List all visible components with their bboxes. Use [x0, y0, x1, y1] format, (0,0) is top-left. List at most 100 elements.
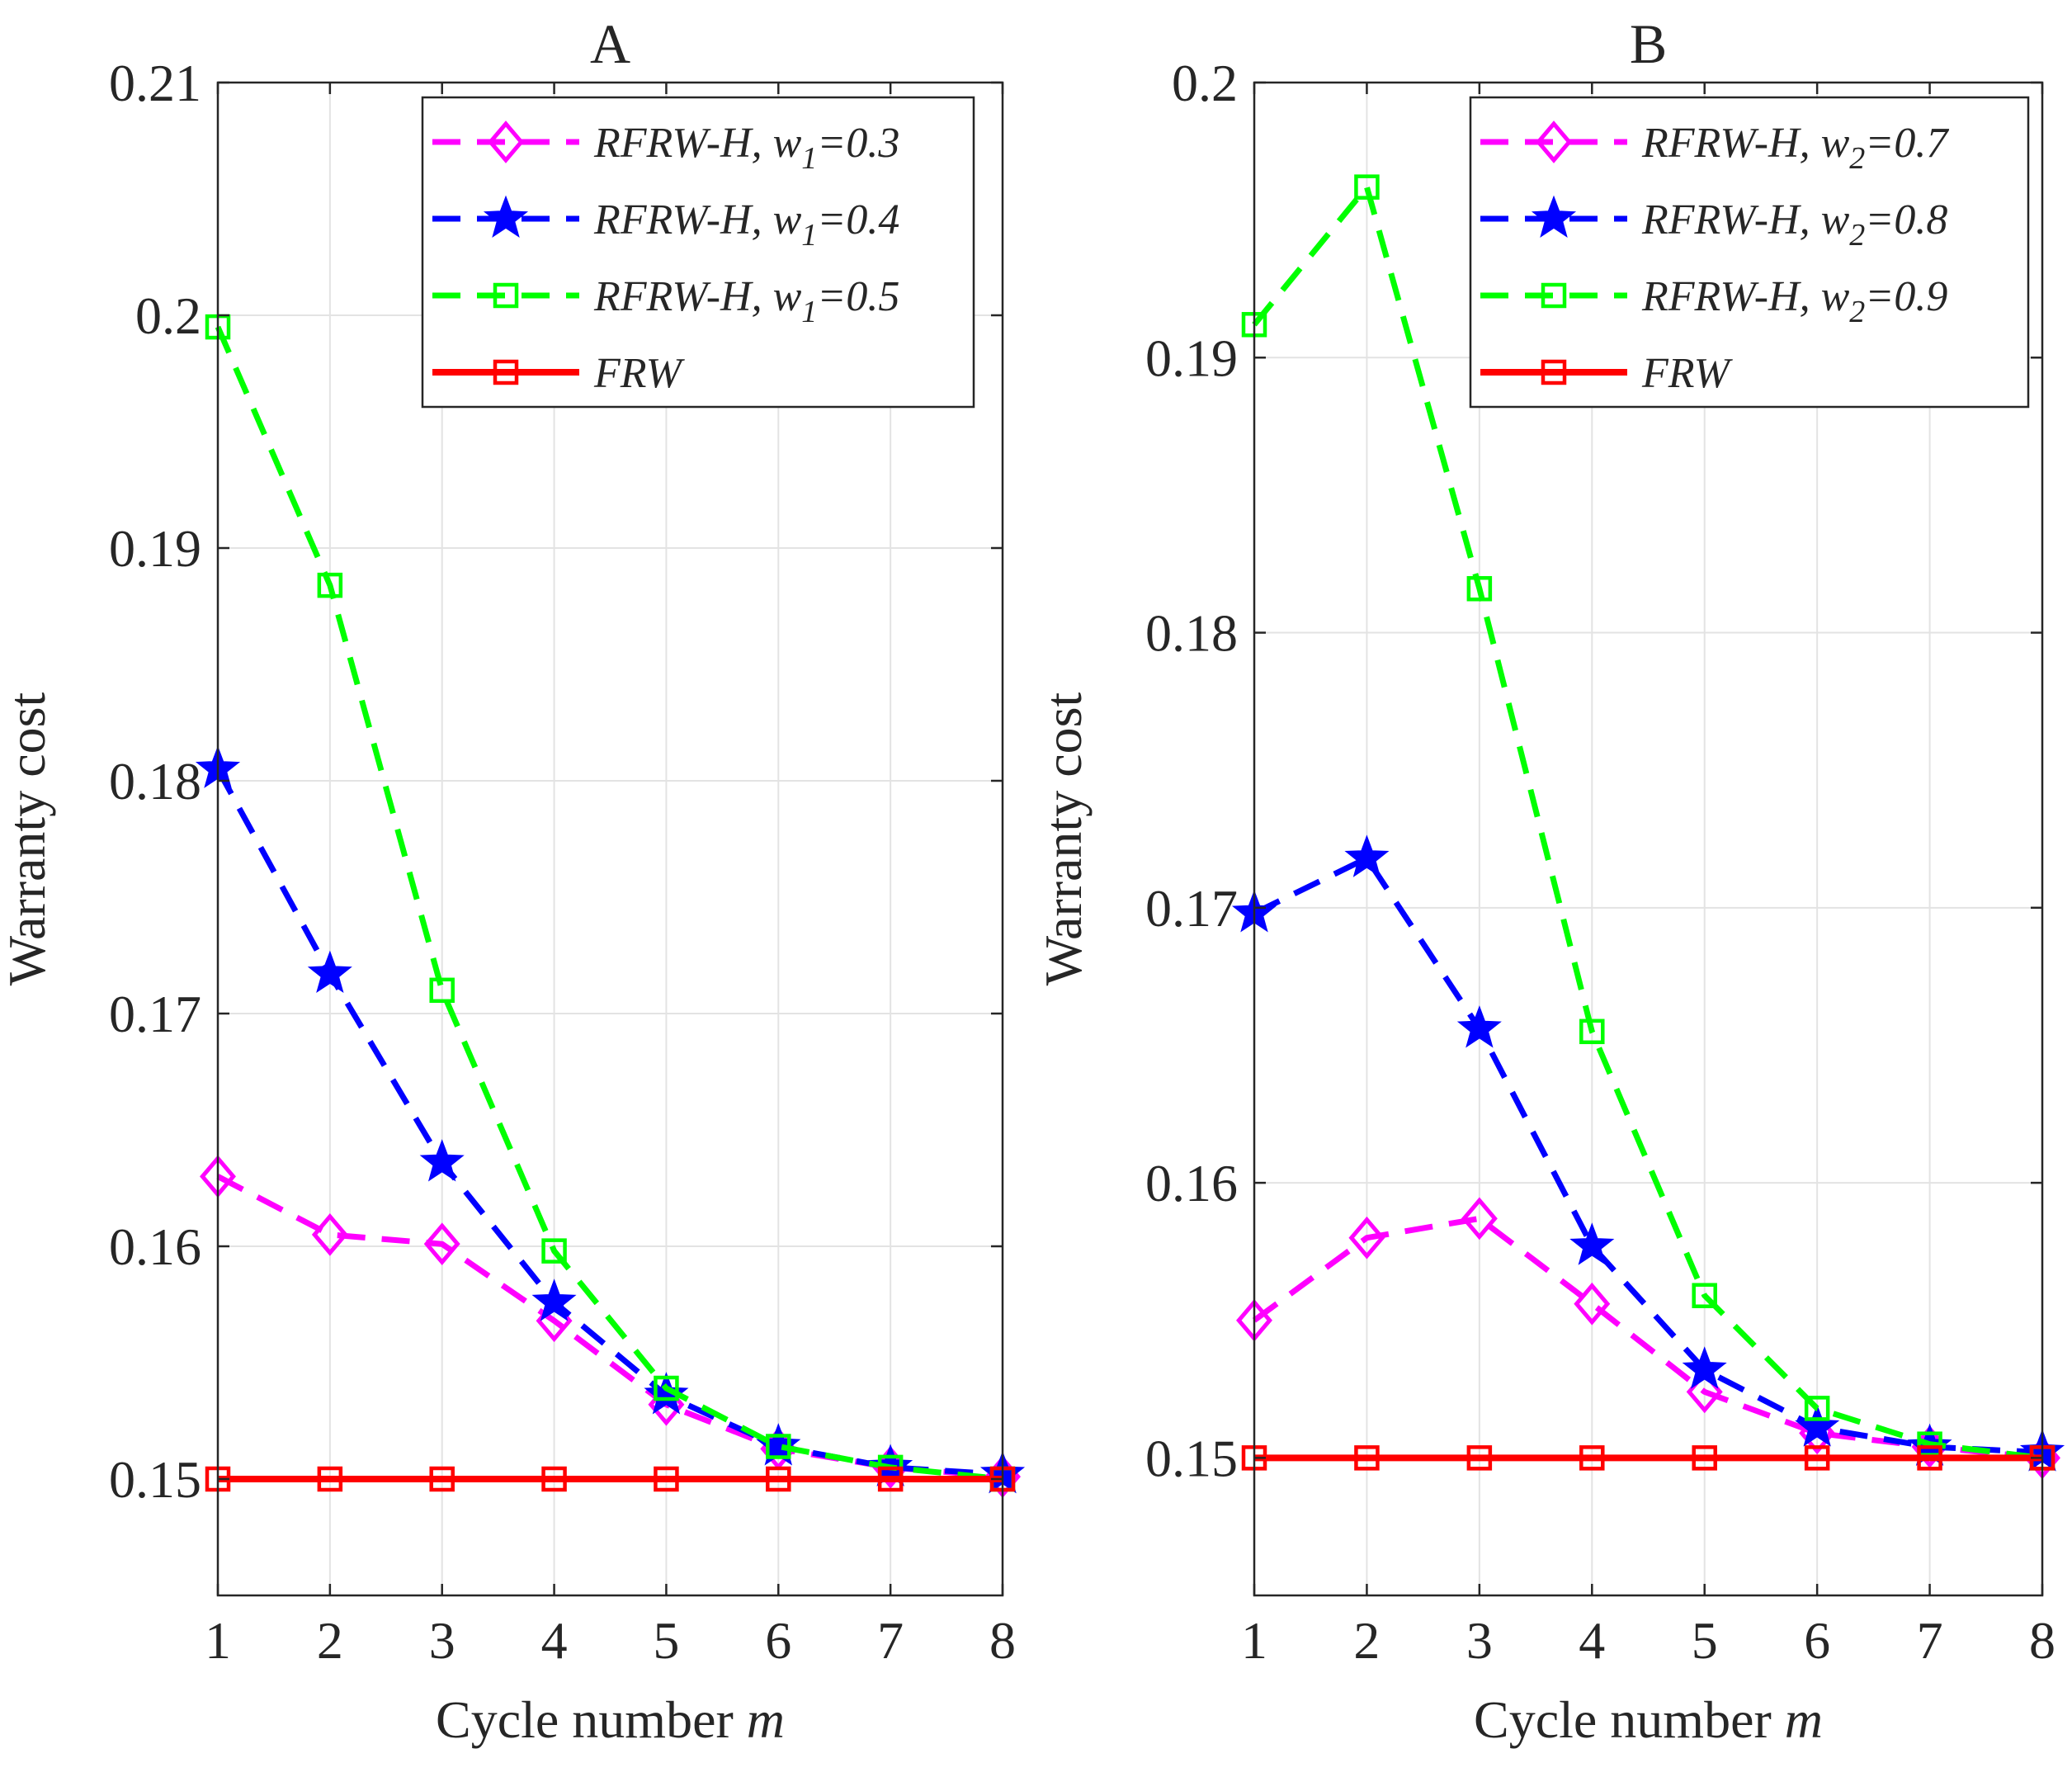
data-point: [1804, 1396, 1830, 1421]
y-tick-label: 0.21: [109, 54, 201, 112]
data-point: [1692, 1283, 1717, 1308]
data-point: [1466, 575, 1493, 602]
x-tick-label: 5: [1692, 1611, 1718, 1670]
legend-marker-sample: [1541, 359, 1567, 385]
data-point: [1917, 1445, 1942, 1471]
x-tick-label: 8: [989, 1611, 1016, 1670]
data-point: [1574, 1282, 1611, 1326]
data-point: [311, 1213, 348, 1256]
legend-marker-sample: [493, 282, 519, 309]
data-point: [877, 1466, 904, 1492]
y-tick-label: 0.16: [109, 1217, 201, 1276]
y-tick-label: 0.17: [109, 985, 201, 1043]
data-point: [1579, 1018, 1605, 1045]
legend-marker-sample: [493, 359, 519, 385]
legend: RFRW-H, w2=0.7 RFRW-H, w2=0.8 RFRW-H, w2=0…: [1469, 96, 2030, 409]
y-tick-label: 0.15: [109, 1450, 201, 1509]
legend: RFRW-H, w1=0.3 RFRW-H, w1=0.4 RFRW-H, w1=0…: [421, 96, 975, 409]
legend-label: RFRW-H, w2=0.9: [1641, 273, 1947, 329]
legend-entry: RFRW-H, w2=0.9: [1480, 273, 1947, 329]
x-tick-label: 8: [2029, 1611, 2055, 1670]
y-tick-label: 0.15: [1145, 1429, 1238, 1487]
series-rfrw-h-w1-0-5: [205, 314, 1016, 1492]
legend-label: FRW: [593, 350, 686, 397]
data-point: [644, 1372, 689, 1415]
legend-entry: FRW: [1480, 350, 1734, 397]
x-tick-label: 1: [1241, 1611, 1267, 1670]
legend-entry: RFRW-H, w2=0.7: [1480, 120, 1949, 176]
x-axis-label: Cycle number m: [1474, 1690, 1823, 1749]
series-line: [1253, 855, 2043, 1456]
data-point: [541, 1466, 567, 1492]
chart-panel-a: 1 2 3 4 5 6 7 8 0.15 0.16 0.17 0.18 0.19 0.2 0.21 A Cycl…: [0, 12, 1026, 1749]
legend-label: RFRW-H, w2=0.7: [1641, 120, 1949, 176]
data-point: [654, 1375, 679, 1401]
data-point: [1682, 1346, 1727, 1389]
legend-label: FRW: [1641, 350, 1734, 397]
data-point: [1569, 1222, 1615, 1265]
data-point: [1354, 1445, 1380, 1471]
x-tick-label: 4: [1579, 1611, 1605, 1670]
data-point: [419, 1139, 465, 1182]
legend-entry: RFRW-H, w2=0.8: [1480, 195, 1947, 253]
chart-title: B: [1630, 12, 1667, 75]
y-tick-label: 0.17: [1145, 879, 1238, 938]
series-line: [215, 325, 1003, 1482]
x-tick-label: 3: [1466, 1611, 1493, 1670]
x-tick-label: 3: [429, 1611, 455, 1670]
legend-label: RFRW-H, w2=0.8: [1641, 196, 1947, 253]
data-point: [1354, 174, 1380, 200]
x-tick-label: 2: [1353, 1611, 1380, 1670]
y-tick-label: 0.16: [1145, 1154, 1238, 1212]
data-point: [317, 1466, 343, 1492]
data-point: [1466, 1445, 1493, 1471]
x-tick-label: 6: [765, 1611, 791, 1670]
legend-entry: RFRW-H, w1=0.3: [432, 120, 899, 176]
legend-entry: RFRW-H, w1=0.4: [432, 195, 899, 253]
x-tick-label: 7: [1917, 1611, 1943, 1670]
data-point: [1456, 1005, 1502, 1048]
x-tick-label: 6: [1804, 1611, 1830, 1670]
y-axis-label: Warranty cost: [1034, 692, 1093, 985]
x-tick-label: 4: [541, 1611, 568, 1670]
data-point: [1795, 1404, 1840, 1447]
legend-marker-sample: [1536, 121, 1572, 163]
series-line: [1252, 1215, 2043, 1461]
data-point: [429, 1466, 455, 1492]
series-rfrw-h-w2-0-8: [1231, 834, 2065, 1472]
data-point: [1344, 834, 1390, 877]
series-line: [1252, 184, 2043, 1461]
data-point: [1692, 1445, 1717, 1471]
data-point: [531, 1278, 577, 1321]
legend-marker-sample: [488, 121, 524, 163]
chart-panel-b: 1 2 3 4 5 6 7 8 0.15 0.16 0.17 0.18 0.19 0.2 B Cycle nu…: [1034, 12, 2065, 1749]
data-point: [429, 977, 455, 1004]
data-point: [654, 1466, 679, 1492]
legend-entry: RFRW-H, w1=0.5: [432, 273, 899, 329]
legend-entry: FRW: [432, 350, 686, 397]
y-tick-label: 0.19: [109, 519, 201, 578]
axes-box: [1253, 81, 2044, 1597]
x-tick-label: 7: [877, 1611, 904, 1670]
y-tick-label: 0.18: [109, 752, 201, 811]
chart-title: A: [590, 12, 630, 75]
series-rfrw-h-w1-0-4: [195, 745, 1026, 1494]
legend-label: RFRW-H, w1=0.4: [593, 196, 899, 253]
data-point: [541, 1238, 567, 1264]
legend-label: RFRW-H, w1=0.5: [593, 273, 899, 329]
axes-box: [216, 81, 1004, 1597]
legend-label: RFRW-H, w1=0.3: [593, 120, 899, 176]
x-tick-label: 5: [653, 1611, 679, 1670]
series-line: [215, 768, 1003, 1477]
y-axis-label: Warranty cost: [0, 692, 56, 985]
legend-marker-sample: [1541, 282, 1567, 309]
data-point: [1461, 1197, 1498, 1241]
data-point: [1348, 1216, 1385, 1259]
legend-marker-sample: [1531, 195, 1577, 238]
x-axis-label: Cycle number m: [436, 1690, 785, 1749]
data-point: [307, 950, 352, 994]
data-point: [317, 572, 343, 598]
data-point: [423, 1222, 460, 1266]
x-tick-label: 1: [205, 1611, 231, 1670]
